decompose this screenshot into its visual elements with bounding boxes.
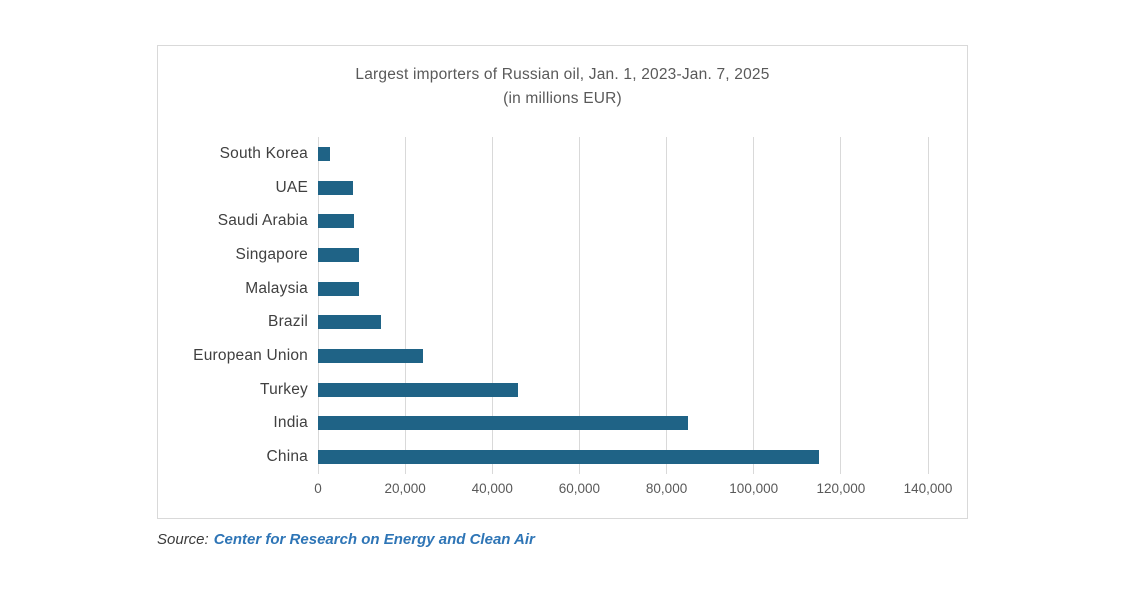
gridline	[491, 137, 493, 474]
source-prefix: Source:	[157, 531, 209, 548]
source-line: Source: Center for Research on Energy and…	[157, 531, 535, 548]
bar-track	[318, 180, 928, 195]
x-tick-label-40000: 40,000	[471, 481, 513, 496]
x-axis-ticks: 0 20,000 40,000 60,000 80,000 100,000 120,000 1…	[314, 481, 952, 501]
bar-track	[318, 450, 928, 465]
plot-area: South Korea UAE Saudi Arabia Singapore Malay…	[158, 137, 967, 474]
bar-india	[318, 416, 689, 431]
bar-row-india: India	[158, 407, 967, 441]
bar-track	[318, 281, 928, 296]
x-tick-label-0: 0	[314, 481, 322, 496]
bar-malaysia	[318, 281, 360, 296]
chart-subtitle: (in millions EUR)	[503, 90, 622, 108]
gridline	[753, 137, 755, 474]
gridline	[404, 137, 406, 474]
bar-singapore	[318, 247, 359, 262]
x-tick-label-60000: 60,000	[558, 481, 601, 496]
bar-south-korea	[318, 146, 331, 161]
x-tick-label-140000: 140,000	[903, 481, 953, 496]
bar-european-union	[318, 348, 423, 363]
x-tick-label-80000: 80,000	[645, 481, 688, 496]
bar-brazil	[318, 315, 381, 330]
bar-row-turkey: Turkey	[158, 373, 967, 407]
bar-track	[318, 348, 928, 363]
gridline	[840, 137, 842, 474]
x-tick-label-20000: 20,000	[384, 481, 426, 496]
bar-track	[318, 247, 928, 262]
category-label-india: India	[273, 414, 308, 432]
chart-title: Largest importers of Russian oil, Jan. 1…	[355, 66, 770, 83]
category-label-china: China	[266, 448, 308, 466]
bar-track	[318, 416, 928, 431]
bar-row-brazil: Brazil	[158, 305, 967, 339]
category-label-saudi-arabia: Saudi Arabia	[217, 212, 308, 230]
chart-title-block: Largest importers of Russian oil, Jan. 1…	[158, 63, 967, 111]
category-label-brazil: Brazil	[268, 313, 308, 331]
bar-china	[318, 450, 820, 465]
bar-track	[318, 382, 928, 397]
bar-uae	[318, 180, 354, 195]
gridlines	[317, 137, 929, 474]
chart-card: Largest importers of Russian oil, Jan. 1…	[157, 45, 968, 519]
gridline	[927, 137, 929, 474]
plot-rows: South Korea UAE Saudi Arabia Singapore Malay…	[158, 137, 967, 474]
x-tick-label-100000: 100,000	[729, 481, 779, 496]
category-label-european-union: European Union	[193, 346, 308, 364]
category-label-malaysia: Malaysia	[245, 279, 308, 297]
category-label-uae: UAE	[275, 178, 308, 196]
bar-row-saudi-arabia: Saudi Arabia	[158, 204, 967, 238]
gridline	[578, 137, 580, 474]
category-label-turkey: Turkey	[260, 380, 308, 398]
bar-track	[318, 315, 928, 330]
bar-saudi-arabia	[318, 214, 355, 229]
bar-row-china: China	[158, 440, 967, 474]
gridline	[666, 137, 668, 474]
bar-track	[318, 146, 928, 161]
bar-row-european-union: European Union	[158, 339, 967, 373]
bar-track	[318, 214, 928, 229]
bar-turkey	[318, 382, 519, 397]
category-label-south-korea: South Korea	[219, 144, 308, 162]
bar-row-malaysia: Malaysia	[158, 272, 967, 306]
bar-row-uae: UAE	[158, 171, 967, 205]
x-tick-label-120000: 120,000	[816, 481, 866, 496]
category-label-singapore: Singapore	[235, 245, 308, 263]
bar-row-south-korea: South Korea	[158, 137, 967, 171]
gridline	[317, 137, 319, 474]
source-link[interactable]: Center for Research on Energy and Clean …	[213, 531, 535, 548]
bar-row-singapore: Singapore	[158, 238, 967, 272]
